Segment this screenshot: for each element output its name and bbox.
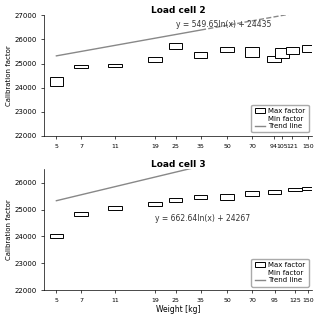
Bar <box>220 47 234 52</box>
Bar <box>194 52 207 58</box>
Legend: Max factor, Min factor, Trend line: Max factor, Min factor, Trend line <box>251 259 308 286</box>
Title: Load cell 2: Load cell 2 <box>151 5 205 14</box>
Bar <box>301 45 315 52</box>
Text: y = 549.65ln(x) + 24435: y = 549.65ln(x) + 24435 <box>176 20 271 29</box>
Title: Load cell 3: Load cell 3 <box>151 160 205 169</box>
X-axis label: Weight [kg]: Weight [kg] <box>156 306 200 315</box>
Bar <box>50 77 63 86</box>
Bar <box>267 56 281 62</box>
Text: y = 662.64ln(x) + 24267: y = 662.64ln(x) + 24267 <box>155 214 251 223</box>
Bar <box>169 198 182 202</box>
Bar <box>108 206 122 210</box>
Bar <box>268 189 281 194</box>
Bar <box>148 202 162 206</box>
Bar <box>194 195 207 199</box>
Legend: Max factor, Min factor, Trend line: Max factor, Min factor, Trend line <box>251 105 308 132</box>
Bar <box>245 47 259 57</box>
Bar <box>286 47 299 54</box>
Bar <box>50 234 63 238</box>
Y-axis label: Calibration factor: Calibration factor <box>5 199 12 260</box>
Bar <box>75 212 88 216</box>
Bar <box>108 64 122 67</box>
Bar <box>220 194 234 200</box>
Bar <box>169 43 182 49</box>
Bar <box>275 48 289 58</box>
Bar <box>301 187 315 190</box>
Bar <box>288 188 302 191</box>
Y-axis label: Calibration factor: Calibration factor <box>5 45 12 106</box>
Bar <box>75 66 88 68</box>
Bar <box>148 57 162 62</box>
Bar <box>245 191 259 196</box>
